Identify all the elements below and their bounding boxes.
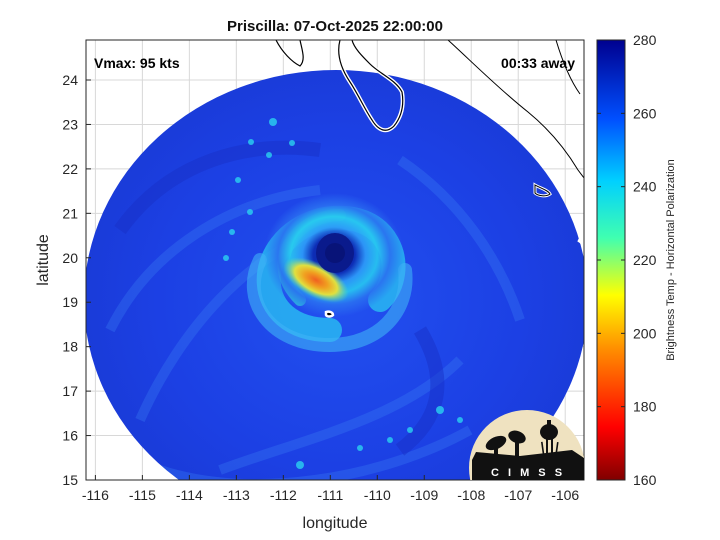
x-tick-label: -112	[270, 487, 297, 503]
y-tick-label: 15	[62, 472, 78, 488]
warm-band	[283, 257, 349, 303]
colorbar-tick-label: 200	[633, 325, 657, 341]
colorbar-tick-label: 280	[633, 32, 657, 48]
y-axis: 15 16 17 18 19 20 21 22 23 24	[62, 72, 91, 488]
colorbar-tick-label: 260	[633, 105, 657, 121]
chart-title: Priscilla: 07-Oct-2025 22:00:00	[227, 18, 443, 35]
colorbar-tick-label: 240	[633, 179, 657, 195]
colorbar	[596, 39, 626, 481]
x-tick-label: -113	[223, 487, 250, 503]
colorbar-ticks: 160 180 200 220 240 260 280	[597, 32, 657, 488]
y-tick-label: 23	[62, 116, 78, 132]
time-away-label: 00:33 away	[501, 55, 575, 71]
microwave-swath	[86, 40, 584, 480]
coastline	[274, 40, 584, 318]
colorbar-tick-label: 160	[633, 472, 657, 488]
y-tick-label: 24	[62, 72, 78, 88]
x-tick-label: -115	[129, 487, 156, 503]
y-axis-label: latitude	[35, 234, 52, 286]
y-tick-label: 20	[62, 250, 78, 266]
y-tick-label: 16	[62, 428, 78, 444]
x-tick-label: -107	[504, 487, 532, 503]
x-tick-label: -109	[410, 487, 438, 503]
x-tick-label: -108	[457, 487, 485, 503]
colorbar-label: Brightness Temp - Horizontal Polarizatio…	[665, 159, 677, 361]
x-axis: -116 -115 -114 -113 -112 -111 -110 -109 -108 -107…	[82, 475, 579, 503]
axes-frame	[85, 39, 585, 481]
y-tick-label: 19	[62, 294, 78, 310]
colorbar-tick-label: 180	[633, 399, 657, 415]
x-tick-label: -116	[82, 487, 109, 503]
x-axis-label: longitude	[303, 515, 368, 532]
y-tick-label: 22	[62, 161, 78, 177]
x-tick-label: -106	[551, 487, 579, 503]
vmax-label: Vmax: 95 kts	[94, 55, 180, 71]
x-tick-label: -111	[317, 487, 343, 503]
y-tick-label: 18	[62, 339, 78, 355]
y-tick-label: 17	[62, 383, 78, 399]
y-tick-label: 21	[62, 205, 78, 221]
logo-text: C I M S S	[491, 467, 565, 479]
cimss-logo: C I M S S	[469, 410, 584, 480]
x-tick-label: -110	[364, 487, 391, 503]
colorbar-tick-label: 220	[633, 252, 657, 268]
x-tick-label: -114	[176, 487, 203, 503]
